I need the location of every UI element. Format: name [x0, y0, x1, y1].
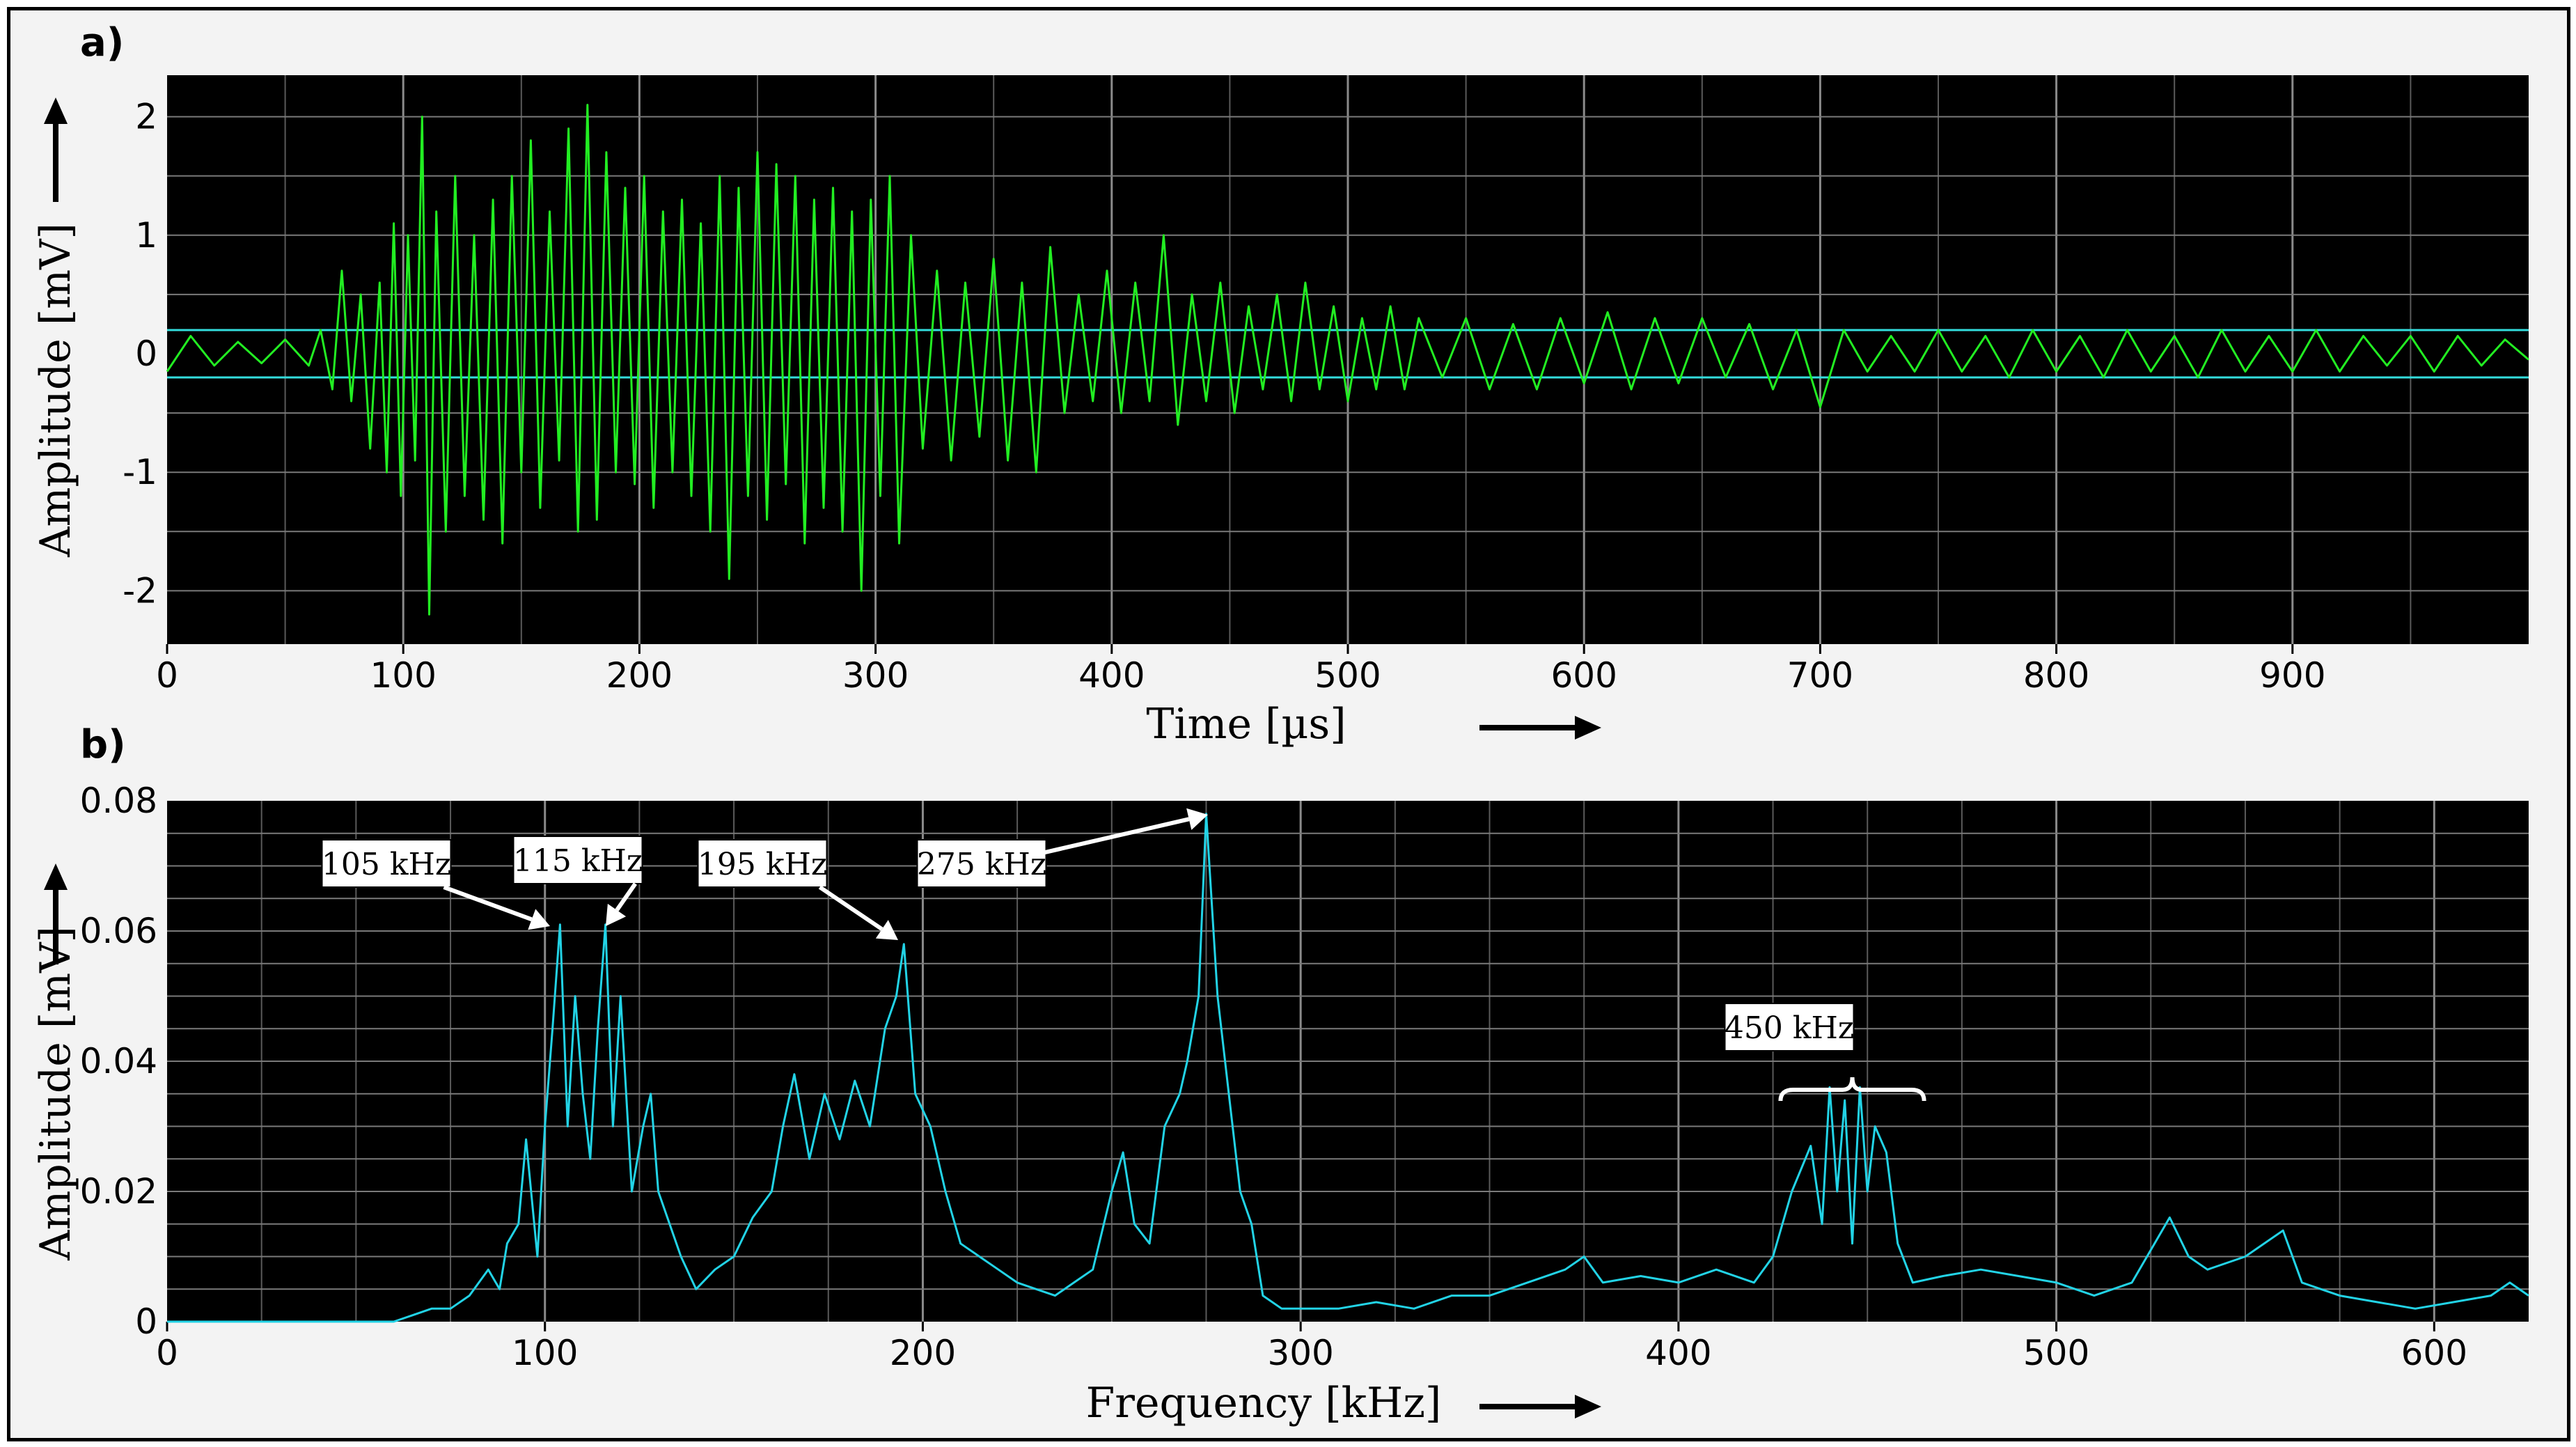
annotation-box: [916, 839, 1047, 888]
panel-b-ylabel: Amplitude [mV]: [31, 926, 80, 1261]
annotation-label: 115 kHz: [513, 843, 643, 879]
panel-a-x-tick-label: 400: [1078, 655, 1145, 696]
annotation-arrow: [1038, 817, 1190, 856]
panel-a-x-tick-label: 500: [1314, 655, 1381, 696]
annotation-label: 195 kHz: [698, 847, 827, 882]
panel-a-y-arrow-icon: [44, 97, 68, 202]
panel-a-x-tick-label: 900: [2259, 655, 2325, 696]
annotation-arrowhead: [606, 903, 627, 926]
panel-b-xlabel: Frequency [kHz]: [1086, 1379, 1442, 1428]
annotation-115-khz: 115 kHz: [512, 836, 643, 926]
panel-a-y-tick-label: 2: [135, 97, 157, 137]
panel-b-x-tick-label: 200: [890, 1333, 956, 1373]
panel-b-x-tick-label: 600: [2401, 1333, 2467, 1373]
panel-a-x-tick-label: 300: [842, 655, 909, 696]
panel-a-x-tick-label: 200: [606, 655, 673, 696]
panel-a-series-line: [166, 104, 2529, 616]
panel-a-plot: 0 100 200 300 400 500 600 700 800 900 2 1 0 -1 -2: [123, 75, 2529, 696]
panel-a-label: a): [80, 20, 124, 65]
panel-b-x-tick-label: 100: [512, 1333, 578, 1373]
panel-a-x-tick-label: 0: [156, 655, 178, 696]
panel-a-ylabel: Amplitude [mV]: [31, 223, 80, 558]
annotation-box: [321, 839, 452, 888]
annotation-label: 105 kHz: [322, 847, 451, 882]
panel-b-y-tick-label: 0: [135, 1301, 157, 1342]
panel-a-y-tick-label: -1: [123, 452, 157, 492]
panel-a-xlabel: Time [µs]: [1146, 700, 1346, 749]
panel-a-x-tick-label: 100: [370, 655, 436, 696]
panel-a-y-tick-label: -2: [123, 570, 157, 611]
panel-b-y-arrow-icon: [44, 863, 68, 964]
annotation-brace: [1778, 1077, 1926, 1102]
annotation-label: 450 kHz: [1725, 1010, 1854, 1046]
panel-b-y-tick-label: 0.08: [80, 781, 157, 821]
panel-a-x-tick-label: 600: [1550, 655, 1617, 696]
panel-a-y-tick-label: 1: [135, 215, 157, 256]
panel-b-plot: 0 100 200 300 400 500 600 0.08 0.06 0.04 0.02 0 105 …: [80, 781, 2529, 1373]
panel-b-x-tick-label: 0: [156, 1333, 178, 1373]
annotation-arrowhead: [528, 909, 550, 930]
annotation-275-khz: 275 kHz: [916, 808, 1208, 888]
panel-b-x-tick-label: 500: [2023, 1333, 2089, 1373]
panel-a-x-tick-label: 700: [1787, 655, 1853, 696]
panel-b-series-line: [167, 813, 2529, 1323]
panel-a-y-tick-label: 0: [135, 334, 157, 374]
annotation-arrowhead: [875, 920, 898, 940]
annotation-arrow: [818, 885, 883, 931]
annotation-195-khz: 195 kHz: [697, 839, 898, 940]
annotation-box: [512, 836, 643, 884]
panel-b-x-arrow-icon: [1479, 1395, 1601, 1418]
annotation-450-khz: 450 kHz: [1724, 1003, 1926, 1102]
panel-b-x-tick-label: 400: [1645, 1333, 1711, 1373]
annotation-label: 275 kHz: [917, 847, 1046, 882]
annotation-box: [1724, 1003, 1855, 1051]
panel-a-x-tick-label: 800: [2023, 655, 2089, 696]
panel-b-y-tick-label: 0.04: [80, 1041, 157, 1081]
annotation-arrow: [615, 882, 637, 912]
panel-b-y-tick-label: 0.06: [80, 911, 157, 951]
annotation-105-khz: 105 kHz: [321, 839, 550, 930]
annotation-arrowhead: [1186, 808, 1208, 830]
panel-a-x-arrow-icon: [1479, 716, 1601, 740]
panel-b-x-tick-label: 300: [1267, 1333, 1333, 1373]
annotation-arrow: [443, 885, 533, 922]
panel-b-y-tick-label: 0.02: [80, 1171, 157, 1212]
annotation-box: [697, 839, 828, 888]
panel-b-label: b): [80, 722, 126, 767]
